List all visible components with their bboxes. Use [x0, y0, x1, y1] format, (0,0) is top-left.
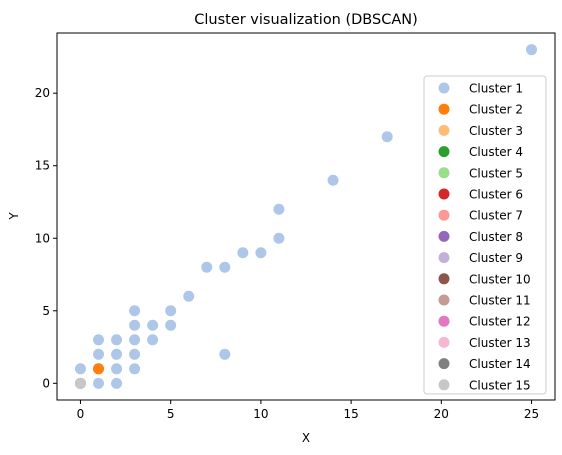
point-cluster-1 [237, 247, 249, 259]
legend-marker-cluster-7 [438, 209, 450, 221]
data-points [74, 44, 538, 389]
point-cluster-15 [74, 377, 86, 389]
x-tick-label: 5 [167, 407, 175, 421]
x-tick-label: 0 [77, 407, 85, 421]
point-cluster-1 [147, 319, 159, 331]
point-cluster-1 [219, 261, 231, 273]
point-cluster-1 [111, 363, 123, 375]
legend-label-cluster-14: Cluster 14 [469, 357, 531, 371]
legend-label-cluster-5: Cluster 5 [469, 166, 523, 180]
legend-label-cluster-1: Cluster 1 [469, 82, 523, 96]
point-cluster-1 [526, 44, 538, 56]
legend-marker-cluster-4 [438, 146, 450, 158]
legend-marker-cluster-5 [438, 167, 450, 179]
plot-frame [56, 32, 556, 401]
legend-marker-cluster-11 [438, 294, 450, 306]
point-cluster-1 [111, 377, 123, 389]
x-axis-label: X [302, 431, 310, 445]
y-tick-label: 0 [42, 376, 50, 390]
point-cluster-1 [93, 377, 104, 389]
point-cluster-1 [93, 334, 104, 346]
legend-marker-cluster-1 [438, 82, 450, 94]
y-axis-label: Y [7, 212, 21, 221]
y-tick-label: 5 [42, 304, 50, 318]
legend-label-cluster-15: Cluster 15 [469, 378, 531, 392]
legend-label-cluster-3: Cluster 3 [469, 124, 523, 138]
point-cluster-1 [93, 348, 104, 360]
y-tick-label: 20 [35, 86, 50, 100]
legend-frame [423, 75, 547, 395]
point-cluster-1 [327, 174, 339, 186]
point-cluster-2 [93, 363, 104, 375]
legend-label-cluster-12: Cluster 12 [469, 315, 531, 329]
legend-marker-cluster-6 [438, 188, 450, 200]
point-cluster-1 [165, 305, 177, 317]
legend-marker-cluster-12 [438, 315, 450, 327]
point-cluster-1 [74, 363, 86, 375]
legend-label-cluster-2: Cluster 2 [469, 103, 523, 117]
point-cluster-1 [165, 319, 177, 331]
point-cluster-1 [129, 334, 141, 346]
x-tick-label: 15 [343, 407, 358, 421]
y-axis-ticks: 0 5 10 15 20 [35, 86, 57, 390]
legend-marker-cluster-13 [438, 336, 450, 348]
point-cluster-1 [273, 203, 285, 215]
x-tick-label: 20 [434, 407, 449, 421]
legend-label-cluster-13: Cluster 13 [469, 336, 531, 350]
legend: Cluster 1 Cluster 2 Cluster 3 Cluster 4 Clus… [423, 75, 547, 395]
point-cluster-1 [129, 348, 141, 360]
point-cluster-1 [255, 247, 267, 259]
legend-label-cluster-6: Cluster 6 [469, 188, 523, 202]
point-cluster-1 [219, 348, 231, 360]
legend-items: Cluster 1 Cluster 2 Cluster 3 Cluster 4 Clus… [438, 82, 531, 392]
legend-marker-cluster-3 [438, 124, 450, 136]
legend-marker-cluster-15 [438, 379, 450, 391]
x-tick-label: 25 [524, 407, 539, 421]
legend-marker-cluster-2 [438, 103, 450, 115]
point-cluster-1 [273, 232, 285, 244]
y-tick-label: 10 [35, 231, 50, 245]
x-axis-ticks: 0 5 10 15 20 25 [77, 400, 539, 421]
legend-label-cluster-4: Cluster 4 [469, 145, 523, 159]
point-cluster-1 [111, 348, 123, 360]
legend-marker-cluster-14 [438, 358, 450, 370]
legend-marker-cluster-8 [438, 230, 450, 242]
point-cluster-1 [147, 334, 159, 346]
legend-label-cluster-11: Cluster 11 [469, 294, 531, 308]
legend-marker-cluster-9 [438, 252, 450, 264]
legend-label-cluster-7: Cluster 7 [469, 209, 523, 223]
legend-label-cluster-10: Cluster 10 [469, 272, 531, 286]
point-cluster-1 [183, 290, 195, 302]
chart-title: Cluster visualization (DBSCAN) [194, 12, 418, 28]
point-cluster-1 [129, 363, 141, 375]
legend-marker-cluster-10 [438, 273, 450, 285]
point-cluster-1 [129, 319, 141, 331]
legend-label-cluster-8: Cluster 8 [469, 230, 523, 244]
point-cluster-1 [381, 131, 393, 143]
legend-label-cluster-9: Cluster 9 [469, 251, 523, 265]
point-cluster-1 [201, 261, 213, 273]
point-cluster-1 [111, 334, 123, 346]
x-tick-label: 10 [253, 407, 268, 421]
y-tick-label: 15 [35, 159, 50, 173]
point-cluster-1 [129, 305, 141, 317]
